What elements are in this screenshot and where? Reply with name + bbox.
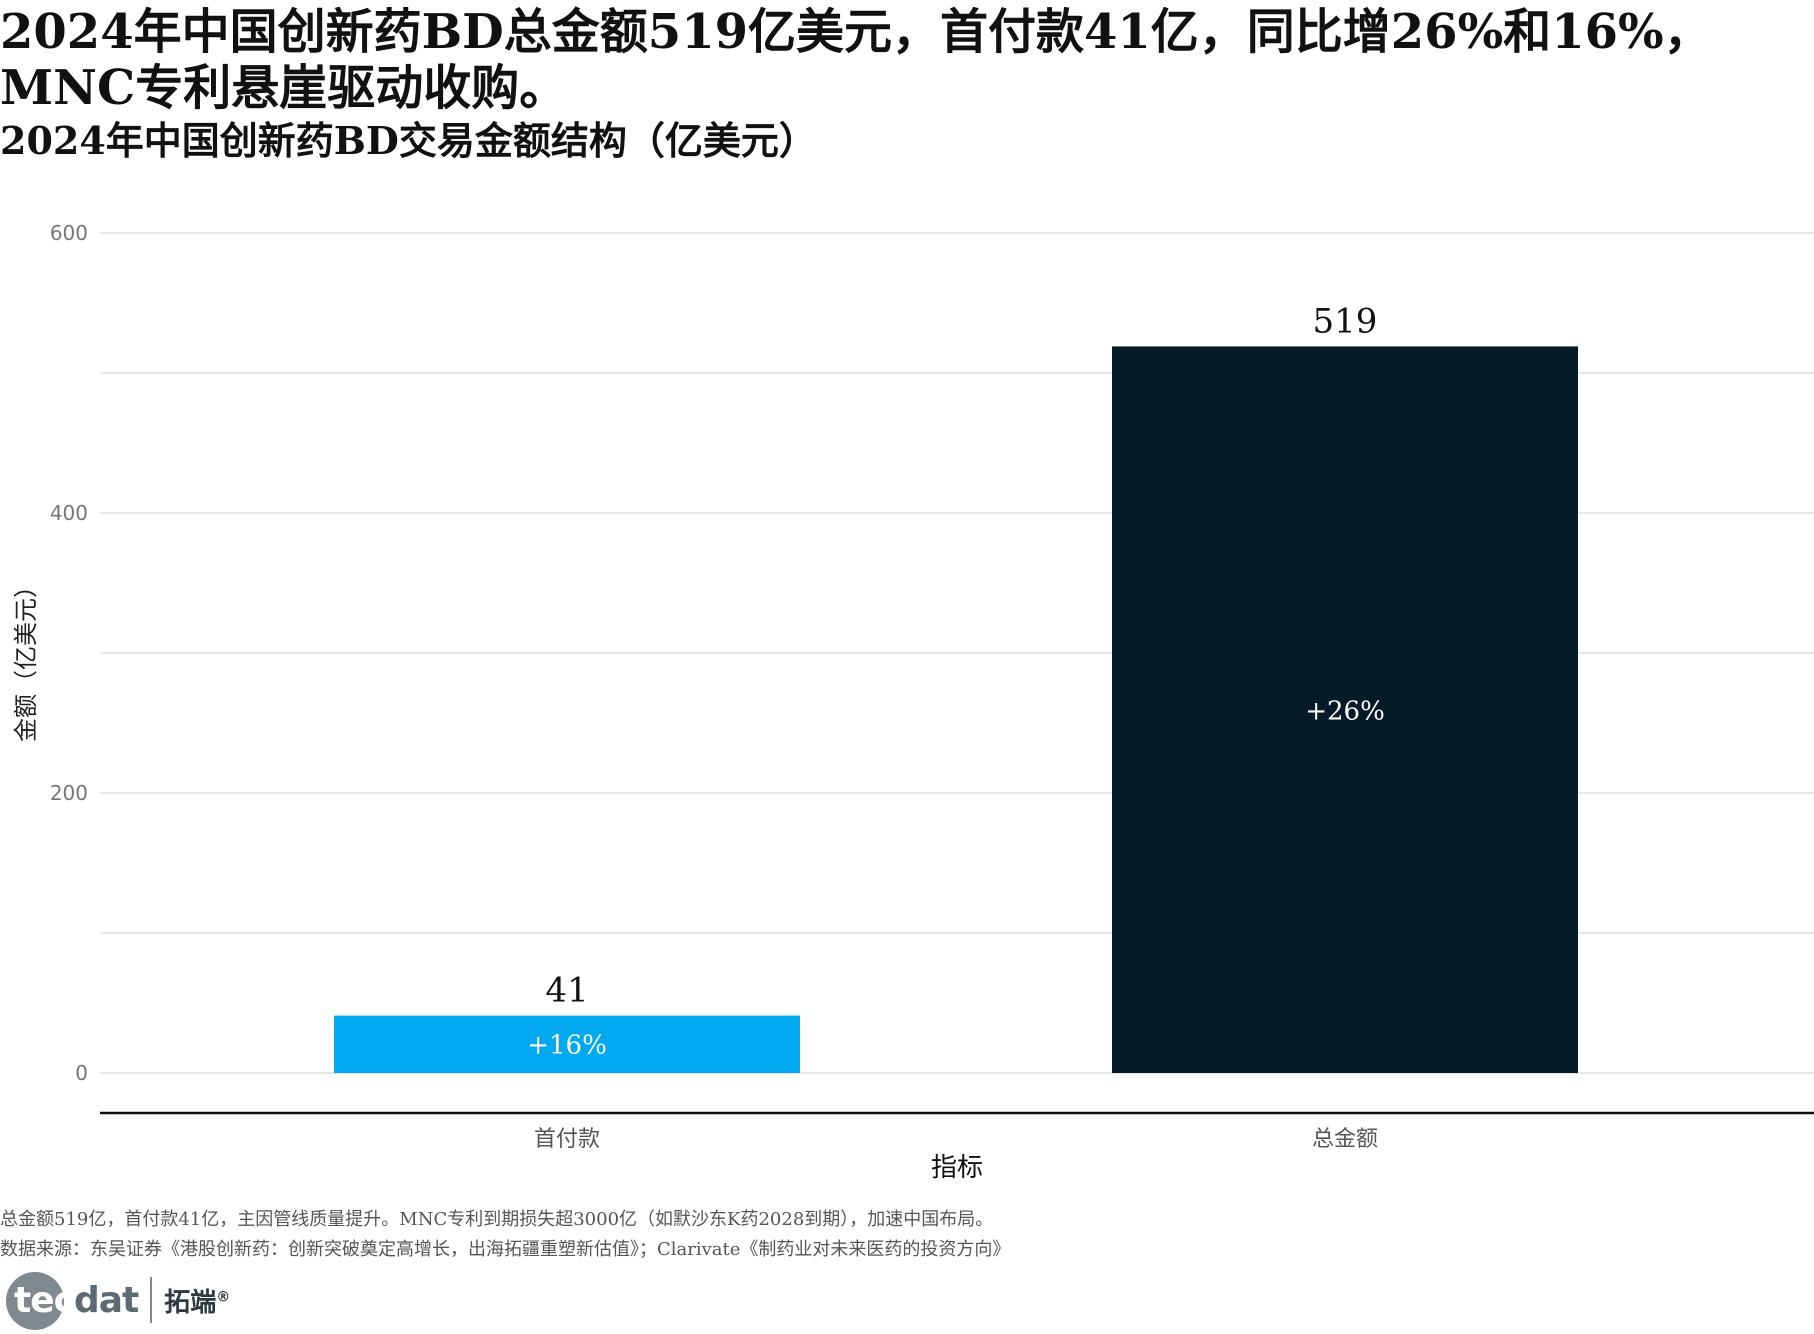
logo-divider bbox=[150, 1277, 153, 1323]
growth-label: +16% bbox=[527, 1030, 607, 1060]
y-tick-label: 200 bbox=[50, 781, 88, 805]
chart-title: 2024年中国创新药BD总金额519亿美元，首付款41亿，同比增26%和16%，… bbox=[0, 4, 1712, 116]
bars bbox=[334, 346, 1578, 1073]
logo-chinese-name: 拓端® bbox=[164, 1287, 231, 1318]
data-labels: 41 +16% 519 +26% bbox=[527, 301, 1385, 1060]
chart-caption: 总金额519亿，首付款41亿，主因管线质量提升。MNC专利到期损失超3000亿（… bbox=[0, 1205, 1010, 1265]
y-axis-title: 金额（亿美元） bbox=[12, 574, 40, 742]
brand-logo: tecdat 拓端® bbox=[6, 1270, 230, 1330]
y-tick-labels: 0 200 400 600 bbox=[50, 221, 88, 1085]
logo-circle-icon bbox=[6, 1272, 64, 1330]
value-label: 41 bbox=[545, 971, 588, 1011]
x-tick-labels: 首付款 总金额 bbox=[534, 1127, 1378, 1152]
logo-wordmark: tecdat bbox=[14, 1279, 139, 1321]
x-tick-label: 首付款 bbox=[534, 1127, 600, 1152]
chart-subtitle: 2024年中国创新药BD交易金额结构（亿美元） bbox=[0, 118, 817, 163]
footnote: 总金额519亿，首付款41亿，主因管线质量提升。MNC专利到期损失超3000亿（… bbox=[0, 1209, 994, 1230]
source-note: 数据来源：东吴证券《港股创新药：创新突破奠定高增长，出海拓疆重塑新估值》；Cla… bbox=[0, 1239, 1011, 1260]
x-tick-label: 总金额 bbox=[1312, 1127, 1378, 1152]
growth-label: +26% bbox=[1305, 697, 1385, 727]
bar bbox=[1112, 346, 1578, 1073]
value-label: 519 bbox=[1313, 301, 1378, 341]
x-axis-title: 指标 bbox=[931, 1153, 983, 1183]
bar bbox=[334, 1015, 800, 1073]
y-tick-label: 400 bbox=[50, 501, 88, 525]
y-tick-label: 600 bbox=[50, 221, 88, 245]
bar-chart: 0 200 400 600 41 +16% 519 +26% 首付款 总金额 指标 金额（亿美… bbox=[12, 221, 1814, 1183]
y-tick-label: 0 bbox=[75, 1061, 88, 1085]
